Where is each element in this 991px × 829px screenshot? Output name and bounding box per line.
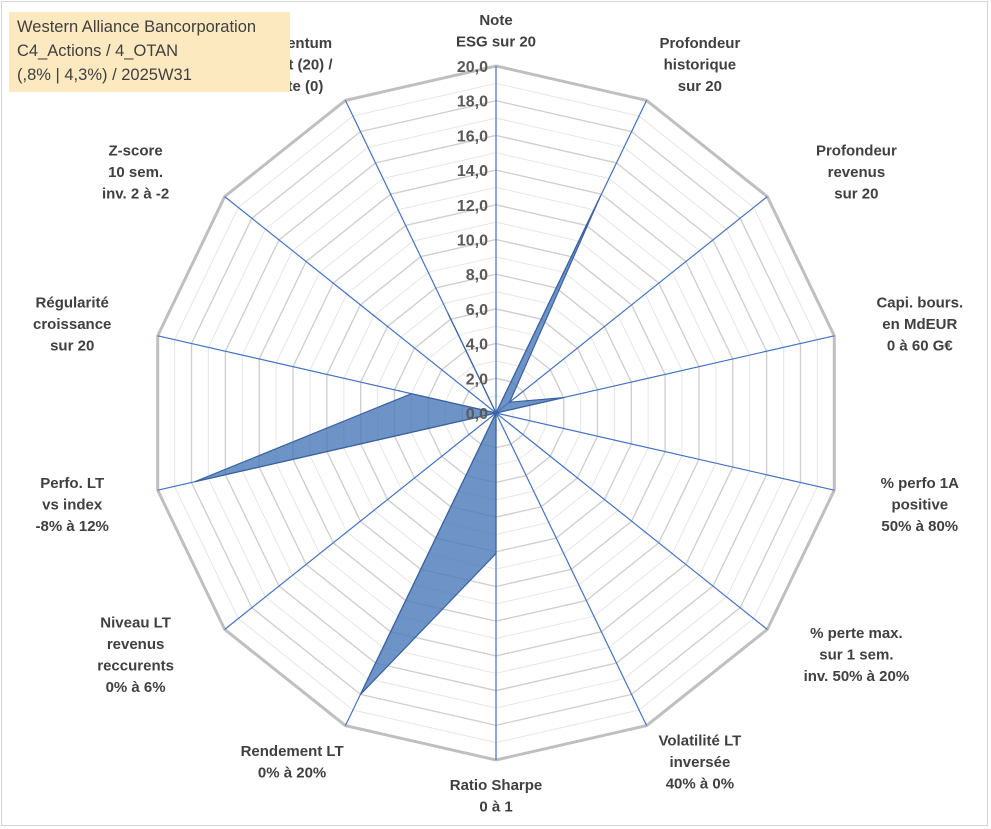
tick-label: 20,0 xyxy=(457,59,488,76)
axis-label: Niveau LT xyxy=(100,614,171,631)
axis-label: reccurents xyxy=(97,657,174,674)
axis-spoke xyxy=(224,196,497,414)
axis-label: 50% à 80% xyxy=(881,518,958,535)
axis-label: % perte max. xyxy=(810,625,903,642)
tick-label: 2,0 xyxy=(466,371,488,388)
axis-label: Volatilité LT xyxy=(659,732,742,749)
axis-label: Profondeur xyxy=(659,35,740,52)
tick-label: 14,0 xyxy=(457,163,488,180)
axis-label: Régularité xyxy=(36,294,109,311)
axis-label: inversée xyxy=(669,754,730,771)
axis-label: Z-score xyxy=(109,143,163,160)
axis-label: sur 1 sem. xyxy=(819,647,893,664)
axis-label: -8% à 12% xyxy=(36,518,109,535)
tick-label: 4,0 xyxy=(466,337,488,354)
axis-label: sur 20 xyxy=(50,337,94,354)
axis-spoke xyxy=(495,196,768,414)
company-name: Western Alliance Bancorporation xyxy=(17,18,257,36)
radar-series xyxy=(194,195,602,695)
axis-label: 0% à 20% xyxy=(258,765,326,782)
radar-tick-labels: 0,0 2,0 4,0 6,0 8,0 10,0 12,0 14,0 16,0 18,0 20,0 xyxy=(457,59,488,423)
tick-label: 18,0 xyxy=(457,94,488,111)
axis-label: Perfo. LT xyxy=(40,475,104,492)
axis-spoke xyxy=(495,412,768,630)
tick-label: 0,0 xyxy=(466,406,488,423)
axis-label: historique xyxy=(664,57,737,74)
axis-label: 10 sem. xyxy=(108,164,163,181)
chart-info-box: Western Alliance Bancorporation C4_Actio… xyxy=(9,12,290,92)
portfolio-category: C4_Actions / 4_OTAN xyxy=(17,42,179,60)
axis-spoke xyxy=(495,412,648,726)
axis-spoke xyxy=(495,412,835,491)
axis-label: Capi. bours. xyxy=(876,294,963,311)
tick-label: 16,0 xyxy=(457,128,488,145)
tick-label: 8,0 xyxy=(466,267,488,284)
axis-label: 40% à 0% xyxy=(666,775,734,792)
series-area xyxy=(194,195,602,695)
axis-label: revenus xyxy=(107,636,165,653)
axis-label: % perfo 1A xyxy=(881,475,960,492)
axis-label: inv. 50% à 20% xyxy=(804,668,910,685)
axis-label: 0% à 6% xyxy=(106,679,166,696)
axis-label: positive xyxy=(891,497,948,514)
tick-label: 12,0 xyxy=(457,198,488,215)
axis-label: 0 à 60 G€ xyxy=(887,337,954,354)
axis-label: croissance xyxy=(33,316,111,333)
axis-label: Ratio Sharpe xyxy=(450,777,543,794)
axis-label: sur 20 xyxy=(678,78,722,95)
axis-label: 0 à 1 xyxy=(479,799,512,816)
axis-label: ESG sur 20 xyxy=(456,34,536,51)
radar-axis-labels: Note ESG sur 20 Profondeur historique sur 20… xyxy=(33,12,963,816)
tick-label: 10,0 xyxy=(457,233,488,250)
axis-label: Note xyxy=(479,12,512,29)
axis-label: sur 20 xyxy=(834,186,878,203)
axis-label: Profondeur xyxy=(816,143,897,160)
axis-label: vs index xyxy=(42,497,103,514)
axis-spoke xyxy=(224,412,497,630)
axis-label: en MdEUR xyxy=(882,316,957,333)
axis-label: inv. 2 à -2 xyxy=(102,186,169,203)
axis-label: Rendement LT xyxy=(241,743,344,760)
period-info: (,8% | 4,3%) / 2025W31 xyxy=(17,66,192,84)
tick-label: 6,0 xyxy=(466,302,488,319)
axis-label: revenus xyxy=(828,164,886,181)
